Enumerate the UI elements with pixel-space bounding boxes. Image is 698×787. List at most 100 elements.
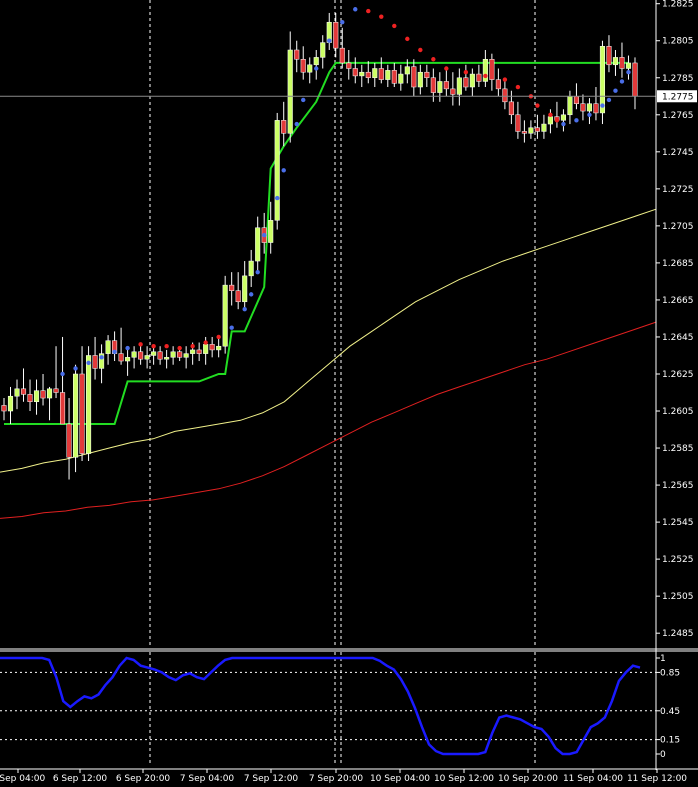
price-tick-label: 1.2725 bbox=[662, 185, 694, 195]
candle-body-down bbox=[294, 49, 300, 60]
price-tick-label: 1.2765 bbox=[662, 111, 694, 121]
candle-body-up bbox=[456, 77, 462, 95]
candle bbox=[255, 216, 261, 273]
price-tick-label: 1.2685 bbox=[662, 259, 694, 269]
candle-body-up bbox=[567, 96, 573, 116]
price-tick-label: 1.2745 bbox=[662, 148, 694, 158]
candle bbox=[359, 64, 365, 88]
candle bbox=[424, 64, 430, 88]
psar-dot bbox=[151, 344, 156, 349]
psar-dot bbox=[353, 7, 358, 12]
candle-body-down bbox=[391, 70, 397, 84]
candle bbox=[27, 379, 33, 412]
candle-body-up bbox=[151, 351, 157, 356]
candle-body-down bbox=[300, 58, 306, 73]
candle bbox=[307, 57, 313, 84]
candle bbox=[385, 64, 391, 88]
oscillator-tick-label: 0.15 bbox=[660, 736, 680, 746]
candle bbox=[398, 64, 404, 91]
psar-dot bbox=[587, 112, 592, 117]
psar-dot bbox=[248, 292, 254, 297]
psar-dot bbox=[606, 97, 612, 103]
candle-body-up bbox=[398, 73, 404, 84]
candle-body-down bbox=[196, 349, 202, 354]
oscillator-tick-label: 0.85 bbox=[660, 668, 680, 678]
price-tick-label: 1.2565 bbox=[662, 481, 694, 491]
candle bbox=[333, 12, 339, 58]
candle bbox=[417, 64, 423, 95]
psar-dot bbox=[203, 340, 208, 345]
candle-body-down bbox=[632, 62, 638, 97]
candle bbox=[437, 72, 443, 102]
psar-dot bbox=[112, 349, 117, 354]
candle-body-up bbox=[105, 340, 111, 354]
candle-body-down bbox=[534, 127, 540, 132]
candle-body-up bbox=[203, 344, 209, 354]
candle-body-down bbox=[66, 423, 72, 458]
candle-body-down bbox=[502, 88, 508, 103]
vertical-grid bbox=[149, 0, 536, 648]
candle-body-up bbox=[73, 373, 79, 458]
psar-dot bbox=[431, 57, 436, 62]
candle-body-down bbox=[40, 390, 46, 399]
oscillator-tick-label: 1 bbox=[660, 654, 666, 664]
candle bbox=[164, 349, 170, 369]
psar-dot bbox=[366, 8, 371, 14]
candle-body-up bbox=[86, 355, 92, 454]
candles bbox=[1, 12, 638, 480]
candle-body-up bbox=[46, 388, 53, 399]
candle bbox=[1, 398, 7, 421]
candle-body-up bbox=[242, 275, 248, 303]
candle bbox=[619, 42, 625, 78]
candle-body-down bbox=[508, 101, 514, 116]
psar-dot bbox=[86, 360, 91, 366]
psar-dot bbox=[548, 112, 553, 117]
candle-body-down bbox=[378, 68, 384, 80]
candle bbox=[53, 346, 59, 399]
candle bbox=[248, 249, 254, 287]
candle bbox=[14, 379, 20, 410]
candle bbox=[287, 31, 293, 143]
psar-dot bbox=[463, 70, 469, 75]
candle-body-down bbox=[430, 77, 436, 93]
candle-body-down bbox=[209, 344, 215, 351]
candle bbox=[235, 272, 241, 310]
candle bbox=[86, 346, 92, 462]
candle-body-down bbox=[235, 290, 241, 303]
candle bbox=[144, 346, 150, 369]
candle bbox=[274, 112, 280, 230]
candle bbox=[92, 336, 98, 380]
candle bbox=[222, 275, 228, 354]
price-tick-label: 1.2805 bbox=[662, 37, 694, 47]
psar-dot bbox=[73, 366, 78, 371]
candle bbox=[229, 272, 235, 306]
price-tick-label: 1.2585 bbox=[662, 444, 694, 454]
candle-body-down bbox=[606, 46, 612, 66]
candle-body-up bbox=[417, 71, 423, 88]
candle bbox=[281, 101, 287, 147]
time-tick-label: 7 Sep 12:00 bbox=[244, 774, 299, 784]
price-tick-label: 1.2825 bbox=[662, 0, 694, 10]
candle-body-up bbox=[183, 353, 189, 358]
candle-body-up bbox=[437, 81, 443, 93]
candle bbox=[411, 59, 417, 97]
time-tick-label: 11 Sep 12:00 bbox=[627, 774, 687, 784]
candle bbox=[33, 379, 40, 415]
candle bbox=[170, 346, 176, 365]
candle-body-down bbox=[593, 103, 599, 114]
psar-dot bbox=[613, 88, 618, 93]
psar-dot bbox=[229, 325, 234, 330]
price-tick-label: 1.2785 bbox=[662, 74, 694, 84]
candle-body-up bbox=[190, 349, 196, 354]
candle bbox=[593, 87, 599, 121]
candle-body-up bbox=[255, 227, 261, 262]
candle-body-down bbox=[59, 392, 66, 425]
candle bbox=[625, 55, 632, 80]
candle bbox=[209, 336, 215, 358]
psar-dot bbox=[600, 103, 605, 108]
candle-body-up bbox=[216, 345, 222, 351]
psar-dot bbox=[177, 345, 182, 351]
parabolic-sar bbox=[60, 7, 631, 377]
candle bbox=[7, 386, 14, 424]
psar-dot bbox=[275, 195, 280, 201]
